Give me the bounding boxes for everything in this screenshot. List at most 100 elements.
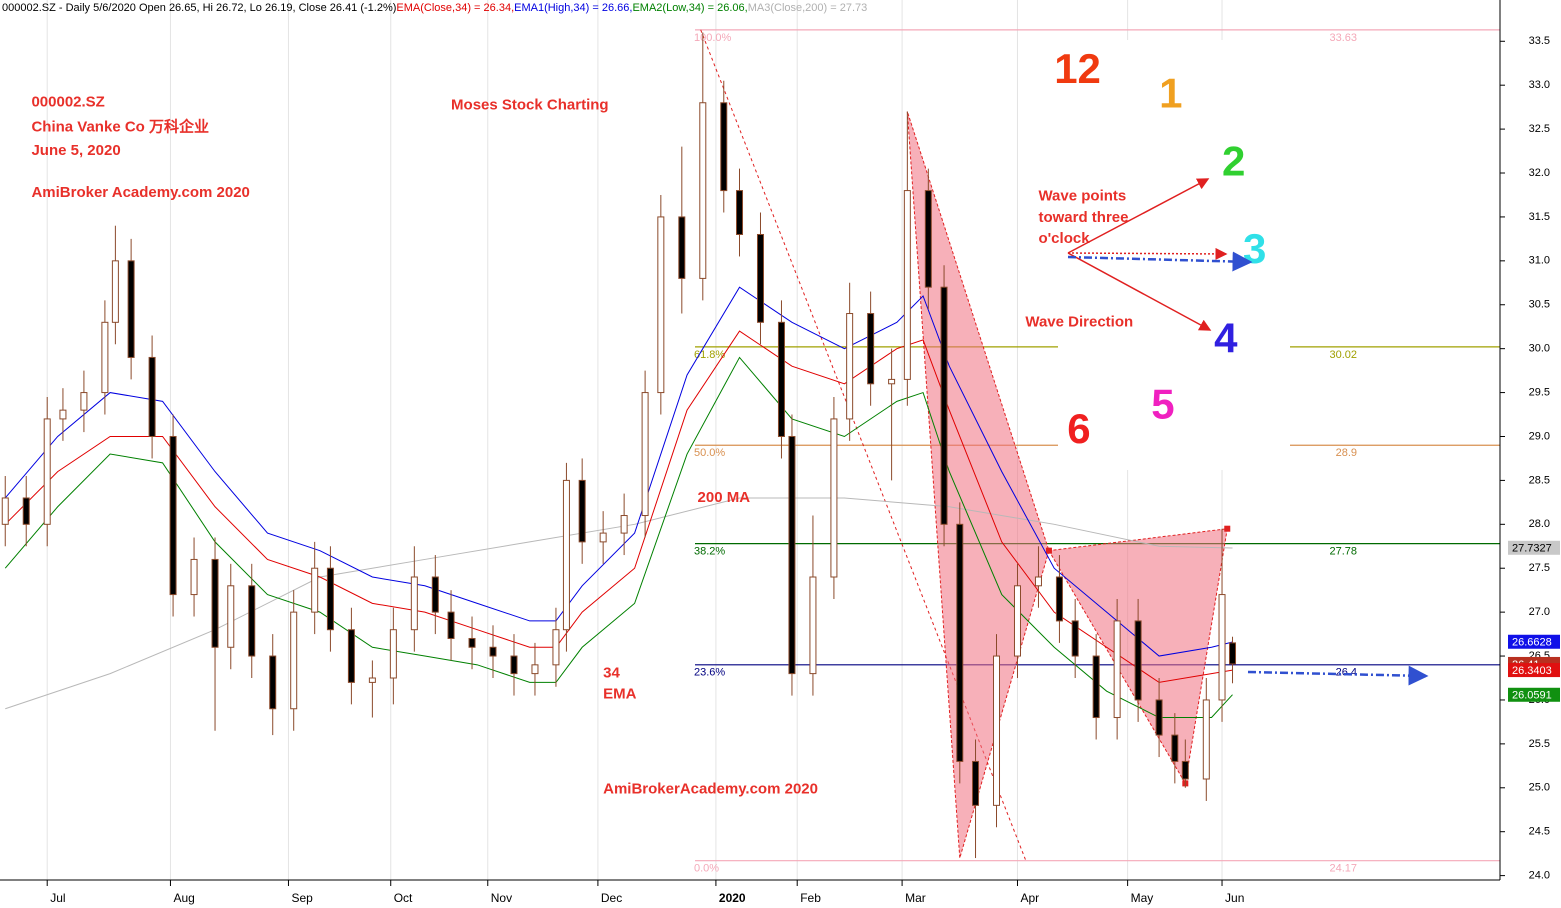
price-marker [1508, 540, 1560, 555]
candle-body [410, 576, 418, 631]
fib-percent: 50.0% [694, 447, 725, 459]
candle-body [657, 216, 665, 394]
candle-body [924, 190, 932, 288]
header-part: 000002.SZ - Daily 5/6/2020 Open 26.65, H… [2, 2, 396, 14]
clock-number: 2 [1222, 137, 1245, 184]
candle-body [993, 655, 1001, 806]
candle-body [552, 629, 560, 666]
candle-body [956, 523, 964, 762]
annotation: AmiBroker Academy.com 2020 [31, 184, 249, 201]
y-tick-label: 25.0 [1529, 782, 1550, 794]
clock-number: 6 [1067, 405, 1090, 452]
fib-percent: 38.2% [694, 546, 725, 558]
candle-body [431, 576, 439, 613]
candle-body [510, 655, 518, 675]
fib-price: 28.9 [1336, 447, 1357, 459]
fib-trend-line [700, 29, 1027, 861]
y-tick-label: 31.0 [1529, 255, 1550, 267]
y-tick-label: 29.0 [1529, 430, 1550, 442]
x-tick-label: Aug [173, 891, 194, 905]
annotation: Wave Direction [1025, 313, 1133, 330]
header-part: EMA(Close,34) = 26.34, [396, 2, 514, 14]
x-tick-label: 2020 [719, 891, 746, 905]
wave-arrows [1067, 178, 1429, 686]
candle-body [562, 479, 570, 631]
candle-body [678, 216, 686, 279]
candle-body [290, 611, 298, 710]
arrow [1067, 178, 1210, 254]
candle-body [867, 313, 875, 385]
header-part: MA3(Close,200) = 27.73 [748, 2, 868, 14]
candle-body [111, 260, 119, 323]
candle-body [1, 497, 9, 525]
annotation: toward three [1038, 209, 1128, 226]
annotation: Wave points [1038, 188, 1126, 205]
candle-body [127, 260, 135, 358]
fib-percent: 0.0% [694, 863, 719, 875]
fib-price: 30.02 [1329, 349, 1357, 361]
fib-percent: 23.6% [694, 667, 725, 679]
clock-number: 4 [1214, 315, 1238, 362]
y-tick-label: 31.5 [1529, 211, 1550, 223]
candle-body [22, 497, 30, 525]
candle-body [489, 646, 497, 657]
x-tick-label: Sep [291, 891, 313, 905]
annotation: Moses Stock Charting [451, 96, 609, 113]
annotation: o'clock [1038, 230, 1090, 247]
candle-body [830, 418, 838, 578]
fib-price: 27.78 [1329, 546, 1357, 558]
price-marker-label: 26.6628 [1512, 637, 1552, 649]
x-tick-label: Feb [800, 891, 821, 905]
candle-body [846, 313, 854, 420]
arrow [1067, 252, 1212, 331]
candle-body [531, 664, 539, 675]
arrow [1247, 665, 1429, 686]
candle-body [1013, 585, 1021, 657]
candle-body [447, 611, 455, 639]
y-tick-label: 30.5 [1529, 299, 1550, 311]
candle-body [347, 629, 355, 683]
candle-body [1092, 655, 1100, 719]
candle-body [1218, 594, 1226, 701]
candle-body [248, 585, 256, 657]
candle-body [211, 558, 219, 648]
pattern-point [1224, 525, 1231, 532]
candle-body [736, 190, 744, 235]
x-tick-label: Jul [50, 891, 65, 905]
annotation: June 5, 2020 [31, 142, 120, 159]
candle-body [80, 392, 88, 411]
candle-body [903, 190, 911, 380]
clock-number: 12 [1054, 45, 1101, 92]
y-tick-label: 32.0 [1529, 167, 1550, 179]
y-tick-label: 28.5 [1529, 474, 1550, 486]
fib-price: 26.4 [1336, 667, 1357, 679]
price-marker-label: 26.3403 [1512, 665, 1552, 677]
candle-body [788, 435, 796, 675]
annotation: AmiBrokerAcademy.com 2020 [603, 781, 818, 798]
arrow [1067, 251, 1253, 272]
y-tick-label: 27.0 [1529, 606, 1550, 618]
x-tick-label: Mar [905, 891, 926, 905]
candle-body [269, 655, 277, 710]
candle-body [1055, 576, 1063, 622]
indicator-line [4, 286, 1233, 657]
fib-price: 33.63 [1329, 32, 1357, 44]
candle-body [101, 321, 109, 394]
y-tick-label: 30.0 [1529, 343, 1550, 355]
annotation: China Vanke Co 万科企业 [31, 117, 209, 135]
y-tick-label: 32.5 [1529, 123, 1550, 135]
candle-body [1202, 699, 1210, 780]
y-tick-label: 29.5 [1529, 386, 1550, 398]
candle-body [43, 418, 51, 525]
candles-layer [1, 32, 1237, 859]
header-part: EMA1(High,34) = 26.66, [514, 2, 632, 14]
y-tick-label: 25.5 [1529, 738, 1550, 750]
candle-body [1181, 760, 1189, 780]
x-tick-label: Dec [601, 891, 622, 905]
indicator-line [4, 356, 1233, 719]
y-tick-label: 33.0 [1529, 79, 1550, 91]
candle-body [326, 567, 334, 631]
candle-body [368, 677, 376, 683]
